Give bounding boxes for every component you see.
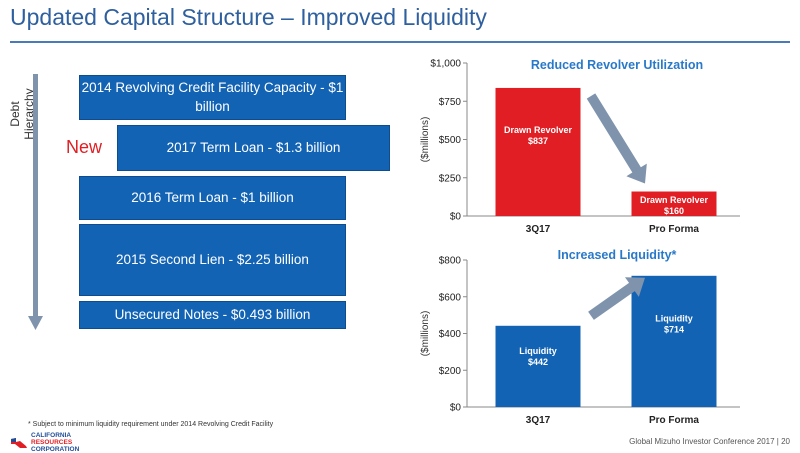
data-label: Liquidity (519, 346, 557, 356)
logo-map-icon (11, 437, 27, 448)
bar (495, 325, 581, 407)
chart-title: Reduced Revolver Utilization (531, 58, 703, 72)
bar (495, 87, 581, 216)
y-tick-label: $0 (450, 212, 462, 223)
y-axis-label: ($millions) (420, 311, 431, 357)
y-tick-label: $600 (439, 292, 462, 303)
y-tick-label: $800 (439, 256, 462, 267)
up-trend-arrow (588, 277, 645, 320)
debt-item-2016-term-loan: 2016 Term Loan - $1 billion (79, 176, 346, 220)
y-tick-label: $0 (450, 403, 462, 414)
data-label: $160 (664, 206, 684, 216)
data-label: Liquidity (655, 314, 693, 324)
bar (631, 191, 717, 216)
x-tick-label: Pro Forma (649, 415, 699, 425)
debt-item-second-lien: 2015 Second Lien - $2.25 billion (79, 224, 346, 296)
chart-title: Increased Liquidity* (558, 248, 677, 262)
data-label: $714 (664, 325, 684, 335)
y-tick-label: $500 (439, 135, 462, 146)
y-axis-label: ($millions) (420, 117, 431, 163)
logo-line-2: RESOURCES (31, 439, 73, 446)
debt-item-revolver: 2014 Revolving Credit Facility Capacity … (79, 75, 346, 120)
y-tick-label: $400 (439, 329, 462, 340)
page-title: Updated Capital Structure – Improved Liq… (10, 4, 487, 30)
x-tick-label: Pro Forma (649, 224, 699, 235)
x-tick-label: 3Q17 (526, 415, 551, 425)
title-divider (10, 41, 790, 43)
data-label: $837 (528, 136, 548, 146)
y-tick-label: $1,000 (430, 59, 461, 70)
y-tick-label: $200 (439, 366, 462, 377)
x-tick-label: 3Q17 (526, 224, 551, 235)
footer-conference: Global Mizuho Investor Conference 2017 |… (629, 437, 790, 446)
data-label: $442 (528, 357, 548, 367)
new-label: New (66, 137, 103, 157)
debt-item-2017-term-loan: 2017 Term Loan - $1.3 billion (117, 125, 390, 171)
bar (631, 275, 717, 407)
debt-item-unsecured-notes: Unsecured Notes - $0.493 billion (79, 301, 346, 329)
y-tick-label: $750 (439, 97, 462, 108)
y-tick-label: $250 (439, 173, 462, 184)
revolver-utilization-chart: Reduced Revolver Utilization ($millions) $… (420, 58, 740, 235)
footnote: * Subject to minimum liquidity requireme… (28, 421, 274, 428)
debt-hierarchy-arrow (28, 74, 43, 330)
liquidity-chart: Increased Liquidity* ($millions) $0 $200 $40… (420, 248, 740, 425)
logo-line-1: CALIFORNIA (31, 432, 72, 439)
data-label: Drawn Revolver (504, 125, 573, 135)
data-label: Drawn Revolver (640, 195, 709, 205)
down-trend-arrow (586, 93, 647, 184)
